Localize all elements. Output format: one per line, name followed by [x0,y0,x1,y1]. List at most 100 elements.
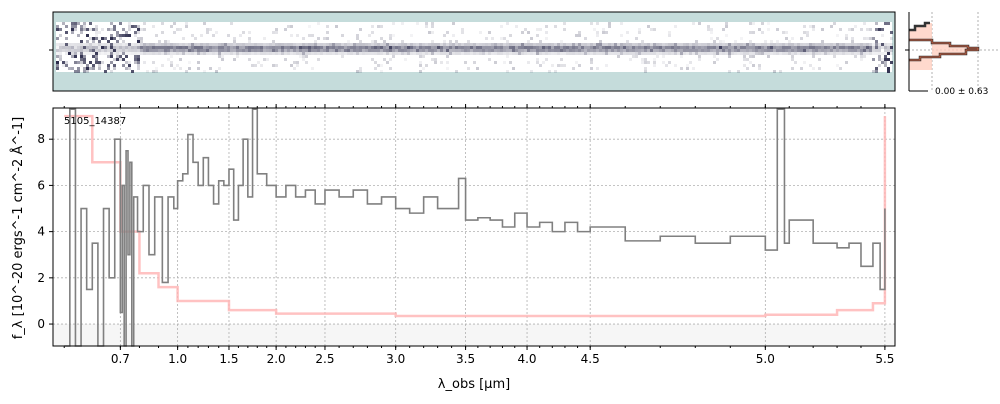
2d-pixel [569,43,572,46]
2d-pixel [770,43,773,46]
2d-pixel [113,52,116,55]
2d-pixel [350,49,353,52]
2d-pixel [545,49,548,52]
2d-pixel [443,49,446,52]
2d-pixel [488,58,491,61]
2d-pixel [77,43,80,46]
2d-pixel [266,43,269,46]
2d-pixel [860,52,863,55]
2d-pixel [473,49,476,52]
2d-pixel [710,28,713,31]
2d-pixel [140,40,143,43]
2d-pixel [458,43,461,46]
2d-pixel [107,64,110,67]
2d-pixel [128,22,131,25]
2d-pixel [386,61,389,64]
2d-pixel [77,22,80,25]
2d-pixel [764,49,767,52]
2d-pixel [857,49,860,52]
2d-pixel [374,52,377,55]
2d-pixel [110,37,113,40]
2d-pixel [671,46,674,49]
2d-pixel [476,52,479,55]
2d-pixel [668,46,671,49]
x-axis-label: λ_obs [μm] [438,377,510,392]
2d-pixel [305,55,308,58]
2d-pixel [116,43,119,46]
2d-pixel [641,58,644,61]
2d-pixel [488,46,491,49]
2d-pixel [332,43,335,46]
2d-pixel [257,61,260,64]
2d-pixel [170,64,173,67]
2d-pixel [407,46,410,49]
2d-pixel [242,52,245,55]
2d-pixel [413,46,416,49]
2d-pixel [233,49,236,52]
2d-pixel [608,46,611,49]
2d-pixel [110,43,113,46]
2d-pixel [449,40,452,43]
2d-pixel [602,28,605,31]
2d-pixel [341,52,344,55]
2d-pixel [95,61,98,64]
2d-pixel [56,61,59,64]
2d-pixel [698,55,701,58]
2d-pixel [131,43,134,46]
2d-pixel [317,46,320,49]
2d-pixel [215,31,218,34]
2d-pixel [65,25,68,28]
2d-pixel [506,22,509,25]
2d-pixel [419,64,422,67]
2d-pixel [83,55,86,58]
2d-pixel [593,43,596,46]
2d-pixel [203,52,206,55]
2d-pixel [884,22,887,25]
2d-pixel [209,67,212,70]
2d-pixel [428,31,431,34]
2d-pixel [713,40,716,43]
2d-pixel [839,49,842,52]
2d-pixel [584,46,587,49]
2d-pixel [824,49,827,52]
2d-pixel [275,43,278,46]
2d-pixel [194,43,197,46]
2d-pixel [839,67,842,70]
2d-pixel [884,58,887,61]
2d-pixel [374,49,377,52]
2d-pixel [563,28,566,31]
2d-pixel [80,46,83,49]
2d-pixel [212,49,215,52]
2d-pixel [422,55,425,58]
hist-line-inner [909,39,979,61]
2d-pixel [710,43,713,46]
2d-pixel [872,52,875,55]
2d-pixel [326,43,329,46]
2d-pixel [149,43,152,46]
2d-pixel [416,49,419,52]
2d-pixel [839,46,842,49]
2d-pixel [215,52,218,55]
2d-pixel [854,25,857,28]
2d-pixel [806,52,809,55]
histogram-panel [905,12,1000,92]
2d-pixel [437,46,440,49]
2d-pixel [680,46,683,49]
2d-pixel [782,31,785,34]
2d-pixel [137,49,140,52]
2d-pixel [842,52,845,55]
2d-pixel [653,64,656,67]
2d-pixel [767,43,770,46]
2d-pixel [128,61,131,64]
2d-pixel [596,43,599,46]
2d-pixel [440,61,443,64]
2d-pixel [302,58,305,61]
2d-pixel [281,43,284,46]
2d-pixel [122,52,125,55]
2d-pixel [329,43,332,46]
2d-pixel [119,58,122,61]
2d-pixel [755,46,758,49]
2d-pixel [884,64,887,67]
2d-pixel [554,70,557,73]
2d-pixel [176,49,179,52]
